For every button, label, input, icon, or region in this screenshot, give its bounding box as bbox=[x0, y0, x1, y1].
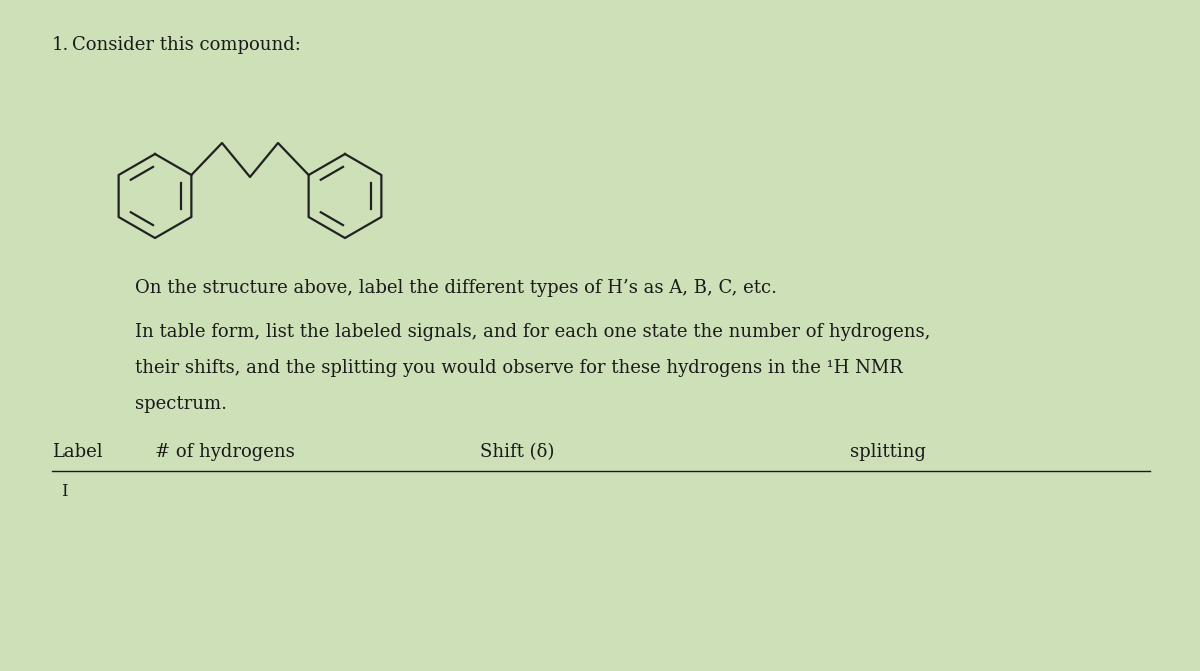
Text: their shifts, and the splitting you would observe for these hydrogens in the ¹H : their shifts, and the splitting you woul… bbox=[134, 359, 902, 377]
Text: Shift (δ): Shift (δ) bbox=[480, 443, 554, 461]
Text: I: I bbox=[61, 483, 67, 500]
Text: # of hydrogens: # of hydrogens bbox=[155, 443, 295, 461]
Text: splitting: splitting bbox=[850, 443, 926, 461]
Text: Consider this compound:: Consider this compound: bbox=[72, 36, 301, 54]
Text: 1.: 1. bbox=[52, 36, 70, 54]
Text: Label: Label bbox=[52, 443, 103, 461]
Text: spectrum.: spectrum. bbox=[134, 395, 227, 413]
Text: On the structure above, label the different types of H’s as A, B, C, etc.: On the structure above, label the differ… bbox=[134, 279, 778, 297]
Text: In table form, list the labeled signals, and for each one state the number of hy: In table form, list the labeled signals,… bbox=[134, 323, 930, 341]
